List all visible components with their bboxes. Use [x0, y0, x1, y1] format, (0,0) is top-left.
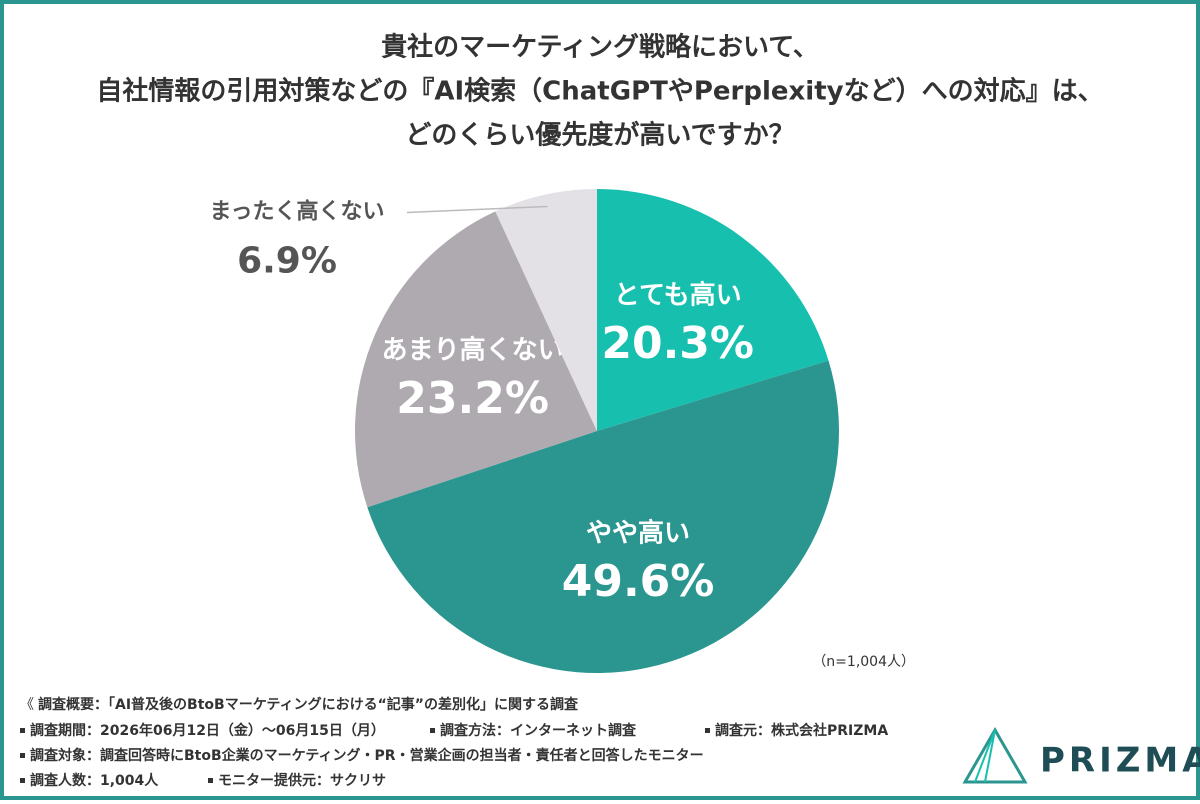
slice-label: まったく高くない	[209, 198, 384, 224]
leader-line	[406, 205, 548, 214]
bullet	[705, 728, 710, 733]
value-label: 6.9%	[237, 240, 337, 281]
logo-text: PRIZMA	[1040, 741, 1200, 781]
slice-label: あまり高くない	[382, 335, 564, 366]
chart-title: どのくらい優先度が高いですか？	[405, 120, 794, 151]
bullet	[20, 778, 25, 783]
logo-icon	[974, 729, 996, 783]
logo-icon	[984, 729, 996, 783]
pie-slice	[367, 360, 839, 673]
slice-label: やや高い	[586, 518, 690, 549]
chart-title: 自社情報の引用対策などの『AI検索（ChatGPTやPerplexityなど）へ…	[96, 76, 1103, 107]
footer-mark: 《	[20, 697, 34, 713]
footer-item: 調査人数：1,004人	[30, 772, 159, 789]
bullet	[208, 778, 213, 783]
pie-slice	[597, 189, 829, 431]
slice-label: とても高い	[614, 280, 742, 311]
sample-note: （n=1,004人）	[812, 654, 915, 670]
chart-title: 貴社のマーケティング戦略において、	[381, 32, 819, 63]
footer-item: 調査対象：調査回答時にBtoB企業のマーケティング・PR・営業企画の担当者・責任…	[30, 747, 704, 764]
footer-heading: 調査概要：「AI普及後のBtoBマーケティングにおける“記事”の差別化」に関する…	[38, 696, 579, 713]
bullet	[430, 728, 435, 733]
footer-item: 調査元：株式会社PRIZMA	[715, 722, 888, 739]
value-label: 49.6%	[562, 556, 715, 607]
bullet	[20, 753, 25, 758]
value-label: 23.2%	[396, 373, 549, 424]
footer-item: 調査方法：インターネット調査	[440, 722, 637, 739]
bullet	[20, 728, 25, 733]
value-label: 20.3%	[601, 318, 754, 369]
pie-slice	[495, 189, 597, 431]
logo-icon	[962, 726, 1028, 784]
logo: PRIZMA	[962, 726, 1200, 784]
footer-item: モニター提供元：サクリサ	[218, 772, 386, 789]
pie-slice	[354, 211, 597, 508]
footer-item: 調査期間：2026年06月12日（金）～06月15日（月）	[30, 722, 385, 739]
